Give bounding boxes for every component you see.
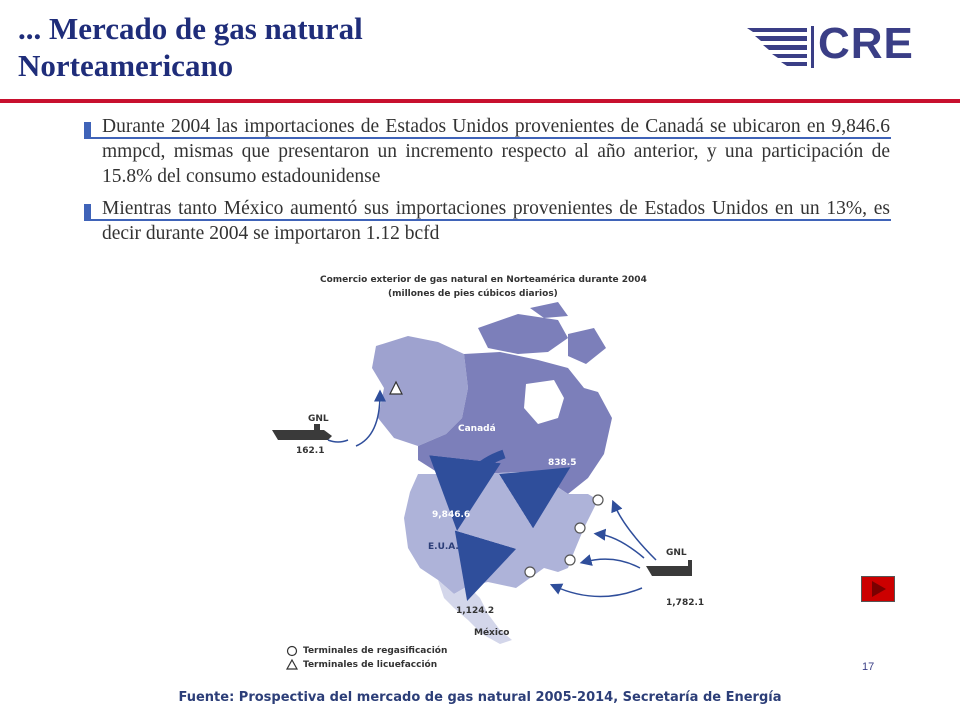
- lng-arrow-east-4: [549, 583, 643, 598]
- label-mexico: México: [474, 628, 510, 638]
- regasification-terminal-icon: [564, 554, 576, 566]
- label-flow-lng-east: 1,782.1: [666, 598, 705, 608]
- regasification-terminal-icon: [592, 494, 604, 506]
- label-flow-usa-canada: 838.5: [548, 458, 577, 468]
- lng-arrow-west: [355, 389, 386, 447]
- liquefaction-terminal-icon: [389, 380, 403, 395]
- label-flow-lng-west: 162.1: [296, 446, 325, 456]
- cre-logo-icon: [747, 26, 814, 68]
- bullet-item-mexico: Mientras tanto México aumentó sus import…: [84, 196, 891, 246]
- lng-arrow-east-1: [611, 499, 657, 561]
- arctic-islands: [478, 302, 606, 364]
- trade-map-figure: Comercio exterior de gas natural en Nort…: [268, 268, 704, 678]
- regasification-terminal-icon: [574, 522, 586, 534]
- bullet-list: Durante 2004 las importaciones de Estado…: [84, 114, 891, 253]
- legend-item-liquefaction: Terminales de licuefacción: [286, 659, 437, 671]
- label-gnl-west: GNL: [308, 414, 329, 424]
- legend-triangle-icon: [285, 658, 299, 670]
- bullet-marker-icon: [84, 204, 91, 220]
- north-america-map: [272, 302, 692, 670]
- bullet-text: Durante 2004 las importaciones de Estado…: [102, 116, 890, 187]
- lng-ship-west-icon: [272, 424, 349, 443]
- flow-arrow-usa-mexico: [454, 530, 517, 601]
- cre-logo: [745, 20, 923, 72]
- lng-arrow-east-2: [593, 528, 645, 559]
- bullet-underline: [84, 219, 891, 221]
- bullet-underline: [84, 137, 891, 139]
- slide-title: ... Mercado de gas natural Norteamerican…: [18, 11, 363, 83]
- bullet-text: Mientras tanto México aumentó sus import…: [102, 198, 890, 244]
- legend-circle-icon: [286, 645, 298, 657]
- legend-label: Terminales de regasificación: [303, 646, 448, 656]
- figure-subtitle: (millones de pies cúbicos diarios): [388, 289, 558, 299]
- lng-arrow-east-3: [579, 554, 641, 569]
- figure-title: Comercio exterior de gas natural en Nort…: [320, 275, 647, 285]
- next-slide-button[interactable]: [861, 576, 895, 602]
- title-divider: [0, 99, 960, 103]
- flow-arrow-canada-usa: [429, 449, 506, 531]
- bullet-marker-icon: [84, 122, 91, 138]
- alaska-region: [372, 336, 468, 446]
- bullet-item-canada: Durante 2004 las importaciones de Estado…: [84, 114, 891, 189]
- legend-label: Terminales de licuefacción: [303, 660, 438, 670]
- flow-arrow-usa-canada: [499, 467, 571, 529]
- label-canada: Canadá: [458, 424, 496, 434]
- play-arrow-icon: [872, 581, 886, 597]
- hudson-bay: [524, 380, 564, 424]
- label-usa: E.U.A.: [428, 542, 459, 552]
- legend-item-regasification: Terminales de regasificación: [286, 645, 447, 657]
- label-gnl-east: GNL: [666, 548, 687, 558]
- source-citation: Fuente: Prospectiva del mercado de gas n…: [178, 690, 782, 705]
- lng-ship-east-icon: [646, 560, 692, 576]
- cre-logo-text: CRE: [818, 19, 914, 68]
- regasification-terminal-icon: [524, 566, 536, 578]
- label-flow-canada-usa: 9,846.6: [432, 510, 471, 520]
- label-flow-usa-mexico: 1,124.2: [456, 606, 495, 616]
- page-number: 17: [862, 661, 875, 673]
